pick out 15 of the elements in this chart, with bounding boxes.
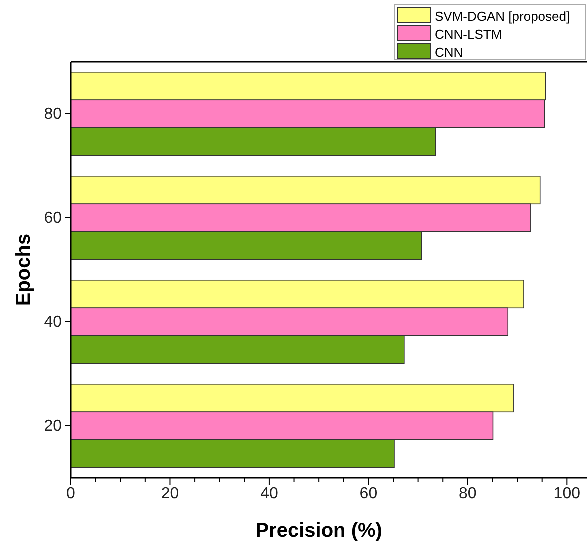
- y-axis-title: Epochs: [13, 234, 35, 306]
- y-tick-label: 80: [44, 106, 62, 124]
- y-tick-label: 40: [44, 314, 62, 332]
- x-axis-title: Precision (%): [256, 520, 382, 542]
- legend-label: CNN: [435, 45, 464, 60]
- x-tick-label: 80: [459, 485, 477, 502]
- x-tick-label: 40: [260, 485, 278, 502]
- x-tick-label: 0: [66, 485, 76, 502]
- legend-label: SVM-DGAN [proposed]: [435, 9, 570, 24]
- legend-label: CNN-LSTM: [435, 27, 502, 42]
- y-tick-label: 60: [44, 210, 62, 228]
- x-tick-label: 100: [554, 485, 581, 502]
- x-tick-label: 20: [161, 485, 180, 502]
- x-tick-label: 60: [360, 485, 378, 502]
- y-tick-label: 20: [44, 418, 62, 436]
